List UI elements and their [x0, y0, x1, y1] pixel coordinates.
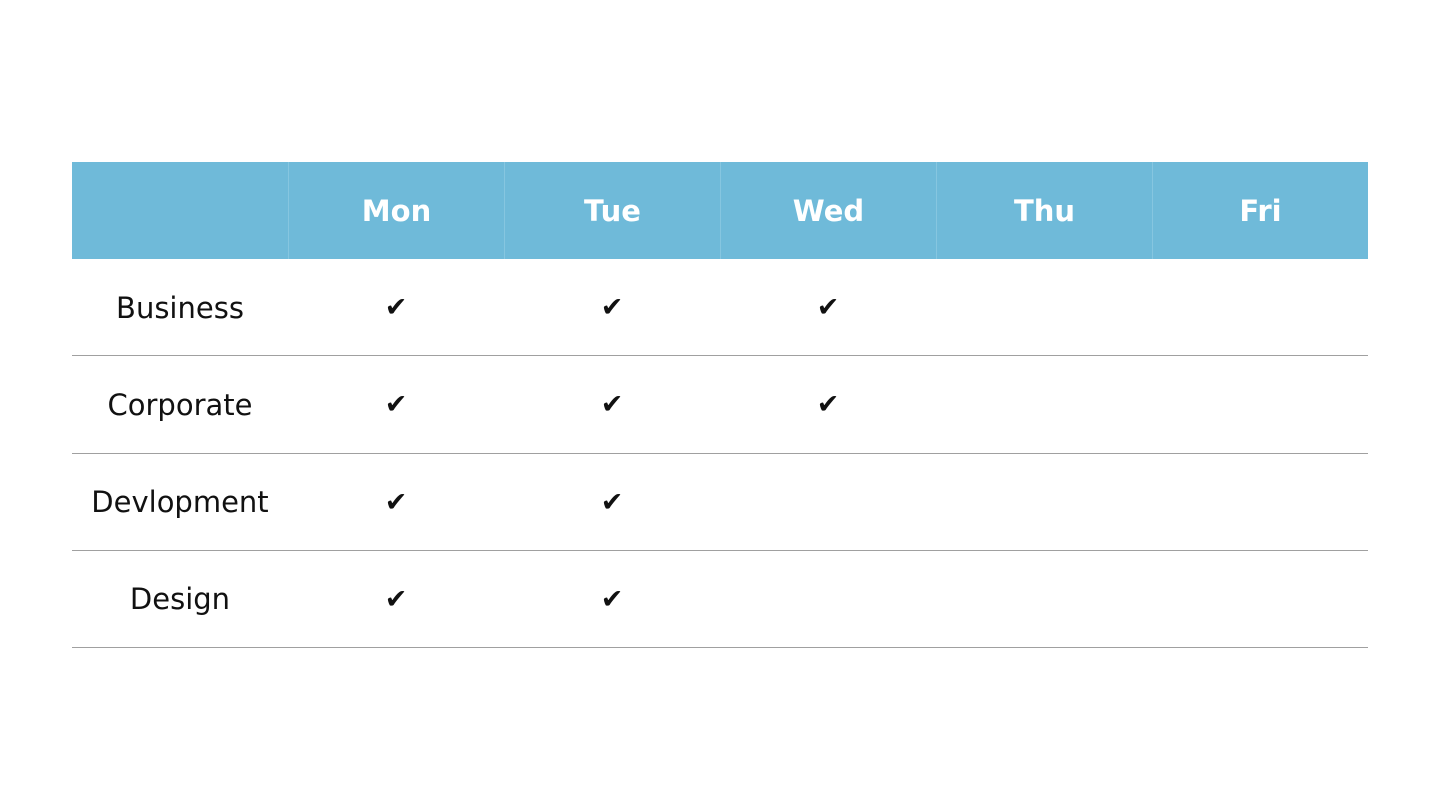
row-divider: [72, 549, 1368, 551]
check-mark: ✔: [600, 389, 624, 421]
row-divider: [72, 452, 1368, 454]
check-mark: ✔: [600, 583, 624, 615]
row-divider: [72, 647, 1368, 649]
check-mark: ✔: [600, 486, 624, 518]
check-mark: ✔: [816, 389, 840, 421]
header-cell: Wed: [720, 162, 936, 259]
row-label: Business: [116, 290, 244, 325]
header-cell: Fri: [1152, 162, 1368, 259]
row-label: Devlopment: [91, 485, 269, 520]
check-mark: ✔: [600, 292, 624, 323]
header-cell: Mon: [288, 162, 504, 259]
header-cell: Tue: [504, 162, 720, 259]
row-divider: [72, 355, 1368, 357]
check-mark: ✔: [384, 389, 408, 421]
check-mark: ✔: [384, 292, 408, 323]
check-mark: ✔: [384, 583, 408, 615]
row-label: Design: [129, 582, 231, 617]
header-cell: Thu: [936, 162, 1152, 259]
check-mark: ✔: [816, 292, 840, 323]
row-label: Corporate: [107, 387, 253, 422]
check-mark: ✔: [384, 486, 408, 518]
